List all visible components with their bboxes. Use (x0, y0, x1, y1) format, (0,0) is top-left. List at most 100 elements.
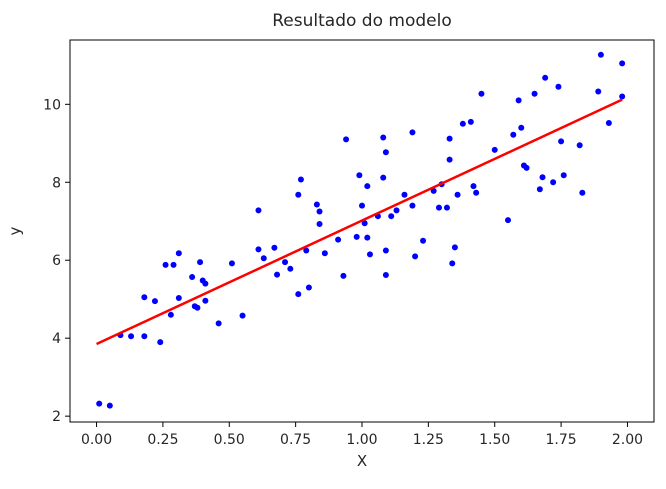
scatter-point (128, 333, 135, 340)
scatter-point (361, 220, 368, 227)
scatter-point (295, 191, 302, 198)
scatter-point (295, 291, 302, 298)
scatter-point (401, 191, 408, 198)
scatter-point (518, 124, 525, 131)
scatter-point (536, 186, 543, 193)
scatter-point (542, 74, 549, 81)
scatter-point (96, 400, 103, 407)
scatter-point (459, 120, 466, 127)
scatter-point (523, 164, 530, 171)
scatter-point (597, 51, 604, 58)
scatter-point (393, 207, 400, 214)
scatter-point (255, 246, 262, 253)
y-tick-label: 10 (43, 97, 61, 113)
scatter-point (510, 131, 517, 138)
scatter-point (576, 142, 583, 149)
scatter-point (175, 250, 182, 257)
scatter-point (287, 265, 294, 272)
scatter-point (303, 247, 310, 254)
scatter-point (255, 207, 262, 214)
scatter-point (157, 339, 164, 346)
scatter-point (412, 253, 419, 260)
scatter-point (473, 189, 480, 196)
scatter-point (478, 90, 485, 97)
scatter-point (197, 259, 204, 266)
x-tick-label: 0.75 (280, 432, 311, 448)
scatter-point (470, 183, 477, 190)
scatter-point (321, 250, 328, 257)
scatter-point (491, 146, 498, 153)
scatter-point (364, 183, 371, 190)
plot-marks (96, 51, 626, 409)
scatter-point (366, 251, 373, 258)
scatter-point (619, 60, 626, 67)
x-tick-label: 1.75 (546, 432, 577, 448)
scatter-point (343, 136, 350, 143)
scatter-point (356, 172, 363, 179)
plot-frame (69, 39, 655, 423)
scatter-point (446, 156, 453, 163)
scatter-point (595, 88, 602, 95)
x-tick-label: 1.00 (346, 432, 377, 448)
scatter-point (550, 179, 557, 186)
scatter-point (202, 280, 209, 287)
x-tick-label: 2.00 (612, 432, 643, 448)
scatter-point (297, 176, 304, 183)
scatter-point (558, 138, 565, 145)
scatter-point (228, 260, 235, 267)
axis-ticks: 0.00 0.25 0.50 0.75 1.00 1.25 1.50 1.75 2.00 2 4 6 8… (43, 97, 643, 448)
scatter-point (353, 233, 360, 240)
scatter-point (106, 402, 113, 409)
scatter-point (539, 174, 546, 181)
scatter-point (274, 271, 281, 278)
scatter-point (151, 298, 158, 305)
scatter-point (505, 217, 511, 224)
scatter-point (388, 213, 395, 220)
scatter-point (162, 261, 169, 268)
scatter-point (260, 255, 267, 262)
scatter-point (316, 208, 323, 215)
scatter-point (443, 204, 450, 211)
scatter-point (271, 244, 278, 251)
x-tick-label: 0.00 (81, 432, 112, 448)
y-axis-label: y (6, 226, 24, 235)
scatter-point (364, 234, 371, 241)
scatter-point (560, 172, 567, 179)
y-tick-label: 2 (52, 409, 61, 425)
scatter-point (579, 189, 586, 196)
scatter-point (382, 247, 389, 254)
scatter-point (316, 220, 323, 227)
scatter-point (380, 174, 387, 181)
x-tick-label: 0.50 (214, 432, 245, 448)
scatter-point (382, 149, 389, 156)
scatter-point (451, 244, 458, 251)
scatter-point (359, 202, 365, 209)
scatter-point (189, 274, 196, 280)
scatter-point (175, 295, 182, 302)
scatter-point (420, 237, 427, 244)
scatter-point (454, 191, 461, 198)
scatter-point (605, 120, 612, 127)
scatter-point (555, 83, 562, 90)
scatter-point (194, 304, 201, 311)
scatter-point (141, 294, 148, 301)
regression-line (96, 98, 623, 346)
scatter-point (170, 261, 177, 268)
scatter-point (305, 284, 312, 291)
x-tick-label: 1.50 (479, 432, 510, 448)
scatter-point (435, 204, 442, 211)
x-tick-label: 0.25 (147, 432, 178, 448)
scatter-point (282, 259, 289, 266)
scatter-point (313, 201, 320, 208)
scatter-point (382, 272, 389, 279)
scatter-point (449, 260, 456, 267)
scatter-point (619, 93, 626, 100)
y-tick-label: 6 (52, 253, 61, 269)
y-tick-label: 8 (52, 175, 61, 191)
y-tick-label: 4 (52, 331, 61, 347)
scatter-point (531, 90, 538, 97)
scatter-point (239, 312, 246, 319)
scatter-point (515, 97, 522, 104)
